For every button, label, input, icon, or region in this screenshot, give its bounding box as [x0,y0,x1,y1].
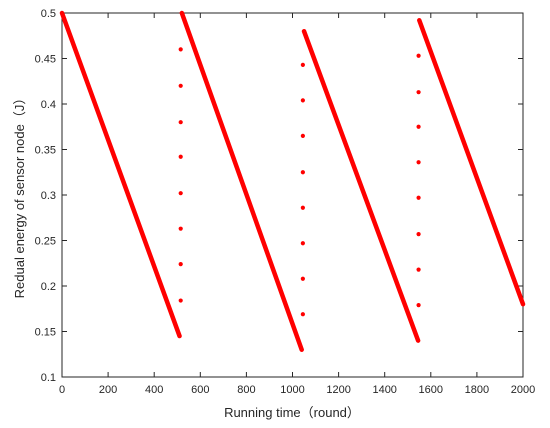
recharge-point-3 [416,303,421,308]
recharge-point-1 [178,47,183,52]
recharge-point-2 [300,241,305,246]
recharge-point-2 [300,205,305,210]
x-axis-title: Running time（round） [224,405,360,420]
recharge-point-1 [178,191,183,196]
x-tick-label: 600 [191,384,209,396]
x-tick-label: 400 [145,384,163,396]
recharge-point-3 [416,267,421,272]
y-tick-label: 0.4 [41,99,56,111]
recharge-point-1 [178,226,183,231]
energy-decay-segment-4 [417,18,526,307]
recharge-point-3 [416,53,421,58]
x-tick-label: 1800 [465,384,489,396]
recharge-point-1 [178,120,183,125]
x-tick-label: 800 [237,384,255,396]
y-axis-title: Redual energy of sensor node（J） [12,92,27,299]
y-tick-label: 0.2 [41,281,56,293]
y-tick-label: 0.1 [41,372,56,384]
x-tick-label: 1400 [372,384,396,396]
energy-decay-segment-1 [59,10,182,339]
recharge-point-1 [178,298,183,303]
recharge-point-2 [300,62,305,67]
y-tick-label: 0.3 [41,190,56,202]
recharge-point-3 [416,160,421,165]
recharge-point-3 [416,124,421,129]
recharge-point-1 [178,83,183,88]
recharge-point-2 [300,98,305,103]
y-tick-label: 0.15 [35,327,56,339]
energy-decay-segment-3 [301,28,421,343]
x-tick-label: 1000 [280,384,304,396]
y-tick-label: 0.45 [35,54,56,66]
y-tick-label: 0.35 [35,145,56,157]
x-tick-label: 1600 [419,384,443,396]
data-series [59,10,526,352]
recharge-point-1 [178,154,183,159]
x-tick-label: 1200 [326,384,350,396]
x-tick-label: 2000 [511,384,535,396]
recharge-point-2 [300,312,305,317]
y-tick-label: 0.5 [41,8,56,20]
recharge-point-1 [178,262,183,267]
axis-ticks: 0 200 400 600 800 1000 1200 1400 1600 1800 2000 0.1… [35,8,536,396]
recharge-point-2 [300,170,305,175]
recharge-point-2 [300,276,305,281]
energy-decay-segment-2 [179,10,304,352]
plot-area [61,12,524,378]
x-tick-label: 200 [99,384,117,396]
recharge-point-3 [416,232,421,237]
recharge-point-3 [416,195,421,200]
recharge-point-2 [300,133,305,138]
y-tick-label: 0.25 [35,236,56,248]
recharge-point-3 [416,90,421,95]
x-tick-label: 0 [59,384,65,396]
